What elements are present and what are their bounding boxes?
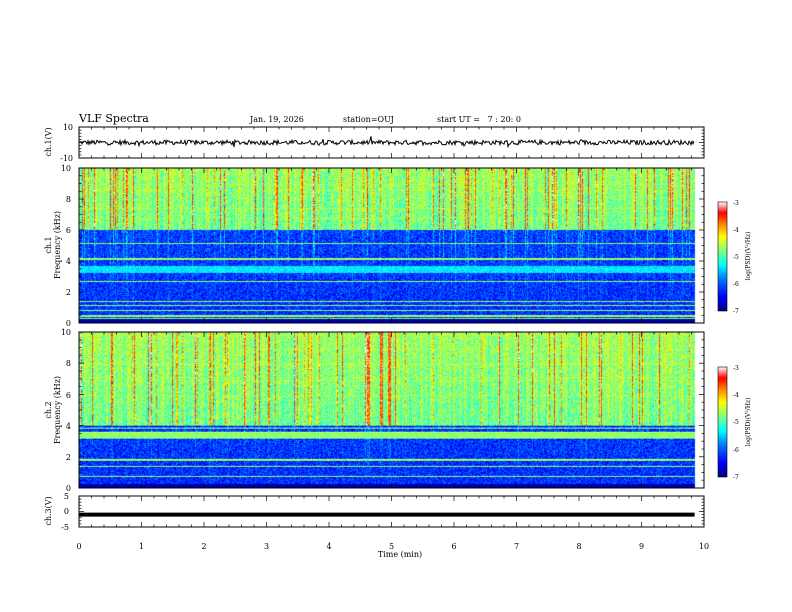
ch2-cbtick-5: -5 [733,419,739,426]
ch1-cbtick-5: -5 [733,254,739,261]
ch2-ytick-2: 2 [66,453,71,462]
ch1-colorbar-label: log(PSD)(V²/Hz) [745,232,752,281]
xtick-6: 6 [451,542,456,551]
ch1-waveform-frame [78,126,705,159]
ch1-spectrogram-ylabel-frequency: Frequency (kHz) [53,211,62,279]
xtick-5: 5 [389,542,394,551]
ch1-waveform-panel: 10 -10 ch.1(V) [44,123,705,163]
ch1-spectrogram-panel: 0 2 4 6 8 10 ch.1 Frequency (kHz) -3 -4 … [44,164,752,328]
xtick-3: 3 [264,542,269,551]
ch3-ytick-minus5: -5 [61,523,69,532]
ch3-waveform-frame [78,495,705,528]
ch1-cbtick-7: -7 [733,308,739,315]
ch2-cbtick-3: -3 [733,365,739,372]
ch2-spectrogram-ylabel-frequency: Frequency (kHz) [53,376,62,444]
ch2-spectrogram-frame [78,331,705,489]
ch1-cbtick-3: -3 [733,200,739,207]
ch1-spectrogram-image [79,168,704,323]
station-label: station=OUJ [343,115,394,124]
ch1-ytick-bottom: -10 [60,154,73,163]
xtick-2: 2 [201,542,206,551]
xtick-9: 9 [639,542,644,551]
ch2-cbtick-6: -6 [733,447,739,454]
ch1-ytick-top: 10 [63,123,73,132]
ch3-ytick-0: 0 [64,507,69,516]
ch1-ytick-4: 4 [66,257,71,266]
x-axis: 0 1 2 3 4 5 6 7 8 9 10 Time (min) [76,542,709,559]
ch2-spectrogram-ylabel-channel: ch.2 [44,401,53,418]
ch2-spectrogram-panel: 0 2 4 6 8 10 ch.2 Frequency (kHz) -3 -4 … [44,328,752,493]
ch2-cbtick-7: -7 [733,474,739,481]
ch2-colorbar [717,366,728,478]
ch2-ytick-6: 6 [66,391,71,400]
ch2-ytick-10: 10 [61,328,71,337]
date-label: Jan. 19, 2026 [249,115,304,124]
xtick-4: 4 [326,542,331,551]
ch2-cbtick-4: -4 [733,392,739,399]
ch1-waveform-ylabel: ch.1(V) [44,127,53,156]
ch1-ytick-6: 6 [66,226,71,235]
ch1-ytick-10: 10 [61,164,71,173]
ch3-ytick-5: 5 [64,492,69,501]
start-ut-label: start UT = 7 : 20: 0 [437,115,521,124]
ch1-waveform-trace [78,136,695,149]
xtick-0: 0 [76,542,81,551]
ch2-ytick-4: 4 [66,422,71,431]
ch2-colorbar-label: log(PSD)(V²/Hz) [745,398,752,447]
ch3-waveform-bg [79,496,704,527]
xtick-10: 10 [699,542,709,551]
ch1-cbtick-4: -4 [733,227,739,234]
ch1-colorbar [717,201,728,312]
ch1-spectrogram-ylabel-channel: ch.1 [44,236,53,253]
ch1-ytick-2: 2 [66,288,71,297]
figure-title: VLF Spectra [78,112,149,125]
ch2-ytick-8: 8 [66,359,71,368]
ch1-ytick-8: 8 [66,195,71,204]
ch2-ytick-0: 0 [66,484,71,493]
xtick-7: 7 [514,542,519,551]
xtick-8: 8 [576,542,581,551]
ch3-waveform-panel: 5 0 -5 ch.3(V) [44,492,705,532]
x-axis-label: Time (min) [378,550,422,559]
xtick-1: 1 [139,542,144,551]
ch2-spectrogram-image [79,332,704,488]
ch1-ytick-0: 0 [66,319,71,328]
ch3-waveform-ylabel: ch.3(V) [44,496,53,525]
ch1-cbtick-6: -6 [733,281,739,288]
ch1-spectrogram-frame [78,167,705,324]
